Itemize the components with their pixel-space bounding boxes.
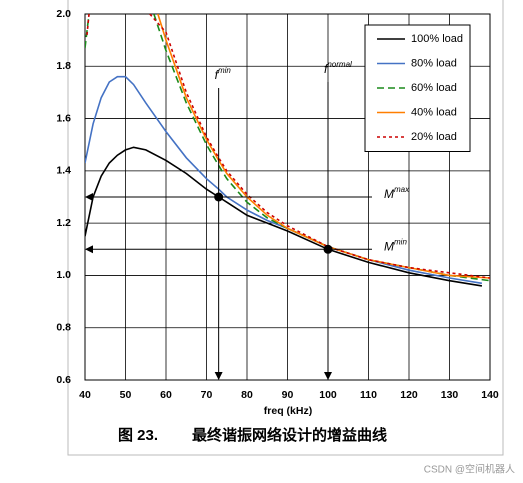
- y-tick-label: 1.8: [56, 60, 71, 72]
- series-line: [157, 14, 490, 279]
- legend-label: 60% load: [411, 82, 457, 94]
- annotation-label: fnormal: [324, 60, 352, 76]
- y-tick-label: 0.6: [56, 374, 71, 386]
- plot-area: [85, 14, 490, 287]
- caption-number: 图 23.: [118, 427, 158, 444]
- series-line: [86, 14, 490, 279]
- caption-text: 最终谐振网络设计的增益曲线: [192, 426, 387, 444]
- annotation-label: fmin: [215, 66, 232, 82]
- x-tick-label: 80: [241, 389, 253, 401]
- x-tick-label: 60: [160, 389, 172, 401]
- annotation-text: f: [324, 62, 329, 76]
- y-tick-label: 2.0: [56, 8, 71, 20]
- legend-label: 40% load: [411, 106, 457, 118]
- legend-label: 100% load: [411, 33, 463, 45]
- x-tick-label: 120: [400, 389, 418, 401]
- watermark: CSDN @空间机器人: [424, 463, 515, 476]
- annotation-sup: min: [218, 66, 231, 75]
- legend-label: 20% load: [411, 131, 457, 143]
- y-tick-label: 1.4: [56, 165, 71, 177]
- series-line: [85, 146, 483, 287]
- x-tick-label: 40: [79, 389, 91, 401]
- annotation-text: M: [384, 239, 394, 253]
- annotation-text: M: [384, 187, 394, 201]
- annotation-sup: max: [394, 185, 410, 194]
- y-tick-label: 1.6: [56, 112, 71, 124]
- annotation-sup: min: [394, 237, 407, 246]
- y-tick-label: 1.0: [56, 269, 71, 281]
- x-tick-label: 100: [319, 389, 337, 401]
- annotation-sup: normal: [327, 60, 352, 69]
- y-tick-label: 1.2: [56, 217, 71, 229]
- x-tick-label: 130: [441, 389, 459, 401]
- legend-label: 80% load: [411, 57, 457, 69]
- annotation-text: f: [215, 68, 220, 82]
- operating-point: [323, 244, 333, 254]
- operating-point: [214, 192, 224, 202]
- annotation-label: Mmin: [384, 237, 407, 253]
- x-tick-label: 140: [481, 389, 499, 401]
- x-tick-label: 50: [120, 389, 132, 401]
- annotation-label: Mmax: [384, 185, 410, 201]
- page-frame: [67, 0, 504, 456]
- x-tick-label: 110: [360, 389, 377, 401]
- series-line: [85, 14, 490, 282]
- y-tick-label: 0.8: [56, 321, 71, 333]
- x-tick-label: 90: [282, 389, 294, 401]
- x-tick-label: 70: [201, 389, 213, 401]
- x-axis-label: freq (kHz): [264, 405, 312, 417]
